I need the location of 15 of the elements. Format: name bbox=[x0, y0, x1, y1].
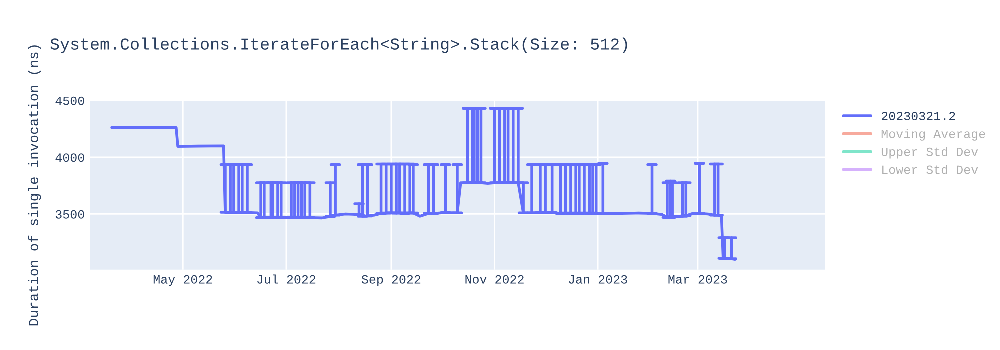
x-tick-label: Nov 2022 bbox=[466, 275, 524, 284]
legend-label: Lower Std Dev bbox=[882, 165, 978, 174]
x-tick-label: May 2022 bbox=[154, 275, 212, 286]
y-tick-label: 4000 bbox=[56, 154, 84, 162]
legend-label: Upper Std Dev bbox=[882, 147, 978, 159]
x-tick-label: Mar 2023 bbox=[668, 275, 728, 284]
y-tick-label: 3500 bbox=[56, 210, 84, 219]
y-axis-title: Duration of single invocation (ns) bbox=[28, 46, 42, 326]
x-tick-label: Jul 2022 bbox=[258, 274, 316, 284]
y-tick-label: 4500 bbox=[56, 96, 84, 106]
chart-title: System.Collections.IterateForEach<String>.Stack(Size: 512) bbox=[50, 38, 628, 54]
legend-label: 20230321.2 bbox=[882, 112, 956, 121]
x-tick-label: Sep 2022 bbox=[362, 275, 421, 286]
legend-label: Moving Average bbox=[882, 129, 986, 141]
x-tick-label: Jan 2023 bbox=[569, 275, 628, 284]
